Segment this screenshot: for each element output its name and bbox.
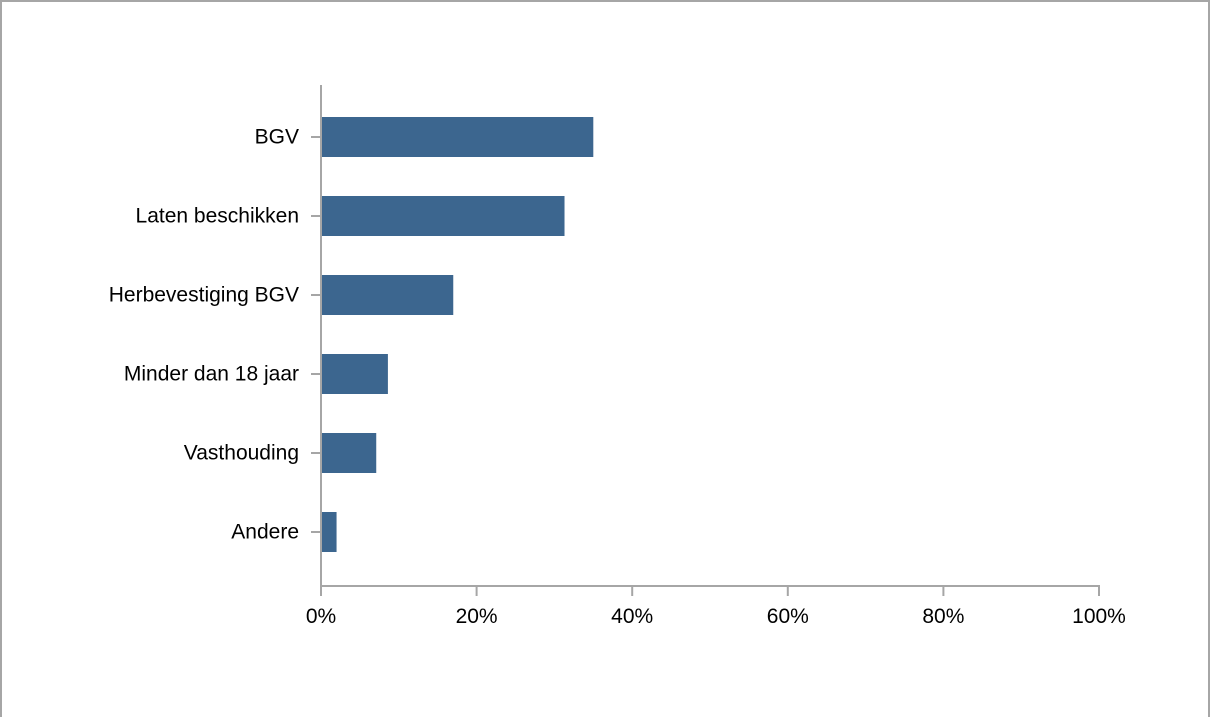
category-label-herbevestiging-bgv: Herbevestiging BGV [109, 284, 299, 307]
x-tick-label-0: 0% [306, 605, 336, 628]
x-tick-label-100: 100% [1072, 605, 1126, 628]
bar-andere [321, 512, 337, 552]
x-tick-label-80: 80% [922, 605, 964, 628]
category-label-vasthouding: Vasthouding [184, 442, 299, 465]
category-label-bgv: BGV [255, 126, 299, 149]
bar-minder-dan-18-jaar [321, 354, 388, 394]
category-label-minder-dan-18-jaar: Minder dan 18 jaar [124, 363, 299, 386]
category-label-laten-beschikken: Laten beschikken [136, 205, 299, 228]
category-labels: BGV Laten beschikken Herbevestiging BGV Min… [109, 126, 299, 544]
bar-bgv [321, 117, 594, 157]
x-axis-ticks [320, 586, 1100, 596]
x-tick-label-20: 20% [456, 605, 498, 628]
bar-laten-beschikken [321, 196, 565, 236]
x-axis-tick-labels: 0% 20% 40% 60% 80% 100% [306, 605, 1126, 628]
category-label-andere: Andere [231, 521, 299, 544]
bars [321, 117, 594, 552]
bar-herbevestiging-bgv [321, 275, 454, 315]
x-tick-label-40: 40% [611, 605, 653, 628]
y-axis-ticks [311, 136, 321, 533]
x-tick-label-60: 60% [767, 605, 809, 628]
bar-vasthouding [321, 433, 377, 473]
